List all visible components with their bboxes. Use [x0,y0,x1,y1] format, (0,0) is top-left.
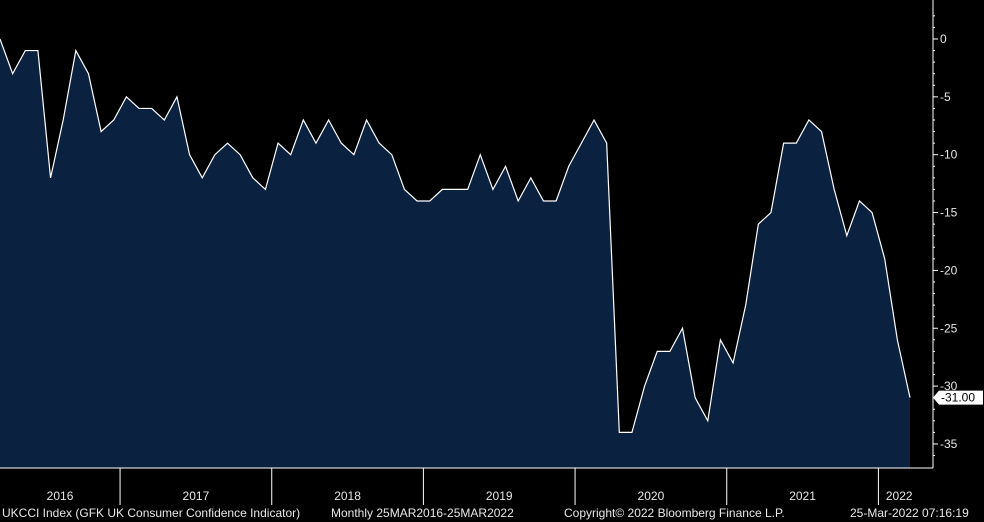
x-year-label: 2018 [334,489,361,503]
x-year-label: 2020 [638,489,665,503]
x-year-label: 2022 [886,489,913,503]
series-description: UKCCI Index (GFK UK Consumer Confidence … [2,506,301,520]
last-value-tag: -31.00 [933,390,983,405]
x-year-label: 2016 [47,489,74,503]
y-tick-label: -5 [940,90,951,104]
y-tick-label: -30 [940,379,958,393]
axis-layer: 0 -5 -10 -15 -20 -25 -30 -35 -31.00 2016 2017 2018 2… [0,0,983,505]
timestamp: 25-Mar-2022 07:16:19 [850,506,969,520]
x-year-label: 2019 [486,489,513,503]
y-tick-label: 0 [940,32,947,46]
chart-area: 0 -5 -10 -15 -20 -25 -30 -35 -31.00 2016 2017 2018 2… [0,0,983,505]
y-tick-label: -10 [940,148,958,162]
y-tick-label: -20 [940,263,958,277]
y-tick-label: -25 [940,321,958,335]
date-range: Monthly 25MAR2016-25MAR2022 [331,506,514,520]
series-line [0,38,911,433]
copyright-text: Copyright© 2022 Bloomberg Finance L.P. [564,506,785,520]
x-year-label: 2021 [789,489,816,503]
last-value-label: -31.00 [941,391,975,405]
y-tick-label: -15 [940,206,958,220]
y-tick-label: -35 [940,437,958,451]
footer: UKCCI Index (GFK UK Consumer Confidence … [0,505,984,522]
plot-layer [0,38,911,468]
x-year-label: 2017 [183,489,210,503]
last-value-box [933,390,983,405]
area-fill [0,39,910,468]
